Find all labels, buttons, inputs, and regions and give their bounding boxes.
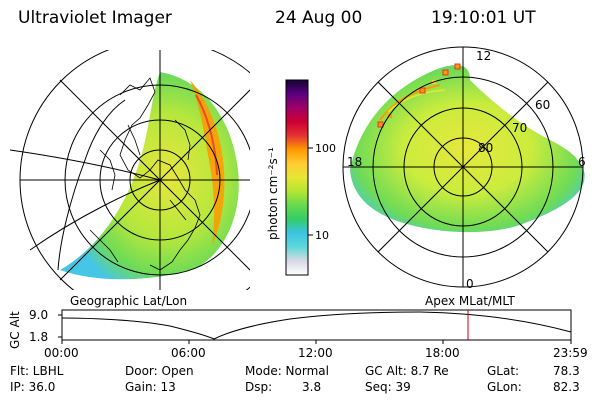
status-filter: Flt: LBHL <box>10 364 64 378</box>
coastline <box>89 77 201 271</box>
aurora-peak-left <box>195 94 218 176</box>
polar-panel: 12 0 18 6 80 70 60 <box>342 46 586 291</box>
mlat-80: 80 <box>478 141 493 155</box>
colorbar-rect <box>285 79 309 276</box>
status-dsp-value: 3.8 <box>302 380 322 394</box>
xtick-2359: 23:59 <box>553 346 588 360</box>
mlt-12: 12 <box>476 49 491 63</box>
panel-label-left: Geographic Lat/Lon <box>70 294 187 308</box>
geographic-grid <box>10 50 250 290</box>
colorbar: 100 10 photon cm⁻²s⁻¹ <box>266 79 336 276</box>
colorbar-label-10: 10 <box>315 229 329 242</box>
status-glat-value: 78.3 <box>553 364 580 378</box>
xtick-1200: 12:00 <box>298 346 333 360</box>
aurora-arc-right-2 <box>387 89 446 113</box>
status-glon-value: 82.3 <box>553 380 580 394</box>
limb-arc <box>57 99 126 271</box>
status-glon: GLon: <box>487 380 522 394</box>
aurora-hotspot-left <box>190 80 225 245</box>
aurora-oval-right <box>350 65 585 233</box>
mlat-60: 60 <box>535 98 550 112</box>
header-time: 19:10:01 UT <box>431 8 536 28</box>
status-dsp: Dsp: <box>245 380 273 394</box>
aurora-oval-left <box>60 72 239 280</box>
altitude-plot: GC Alt 9.0 1.8 00:00 06:00 12:00 18:00 2… <box>8 308 588 360</box>
mlt-6: 6 <box>578 155 586 169</box>
mlat-70: 70 <box>512 121 527 135</box>
header-date: 24 Aug 00 <box>275 8 363 28</box>
xtick-0600: 06:00 <box>171 346 206 360</box>
ytick-label-bottom: 1.8 <box>29 330 48 344</box>
mlt-18: 18 <box>347 155 362 169</box>
status-mode: Mode: Normal <box>245 364 329 378</box>
altitude-frame <box>61 309 572 341</box>
colorbar-label-100: 100 <box>315 142 336 155</box>
status-seq: Seq: 39 <box>365 380 411 394</box>
altitude-curve <box>61 311 572 340</box>
xtick-1800: 18:00 <box>425 346 460 360</box>
status-gcalt: GC Alt: 8.7 Re <box>365 364 449 378</box>
colorbar-unit: photon cm⁻²s⁻¹ <box>266 147 280 240</box>
mlt-0: 0 <box>466 277 474 291</box>
ytick-label-top: 9.0 <box>29 308 48 322</box>
status-gain: Gain: 13 <box>125 380 176 394</box>
altitude-axis-title: GC Alt <box>8 311 22 349</box>
page-title: Ultraviolet Imager <box>18 8 172 28</box>
polar-grid <box>342 46 584 288</box>
status-ip: IP: 36.0 <box>10 380 56 394</box>
geographic-panel <box>10 50 250 290</box>
panel-label-right: Apex MLat/MLT <box>425 294 515 308</box>
status-glat: GLat: <box>487 364 520 378</box>
xtick-0000: 00:00 <box>44 346 79 360</box>
status-door: Door: Open <box>125 364 194 378</box>
